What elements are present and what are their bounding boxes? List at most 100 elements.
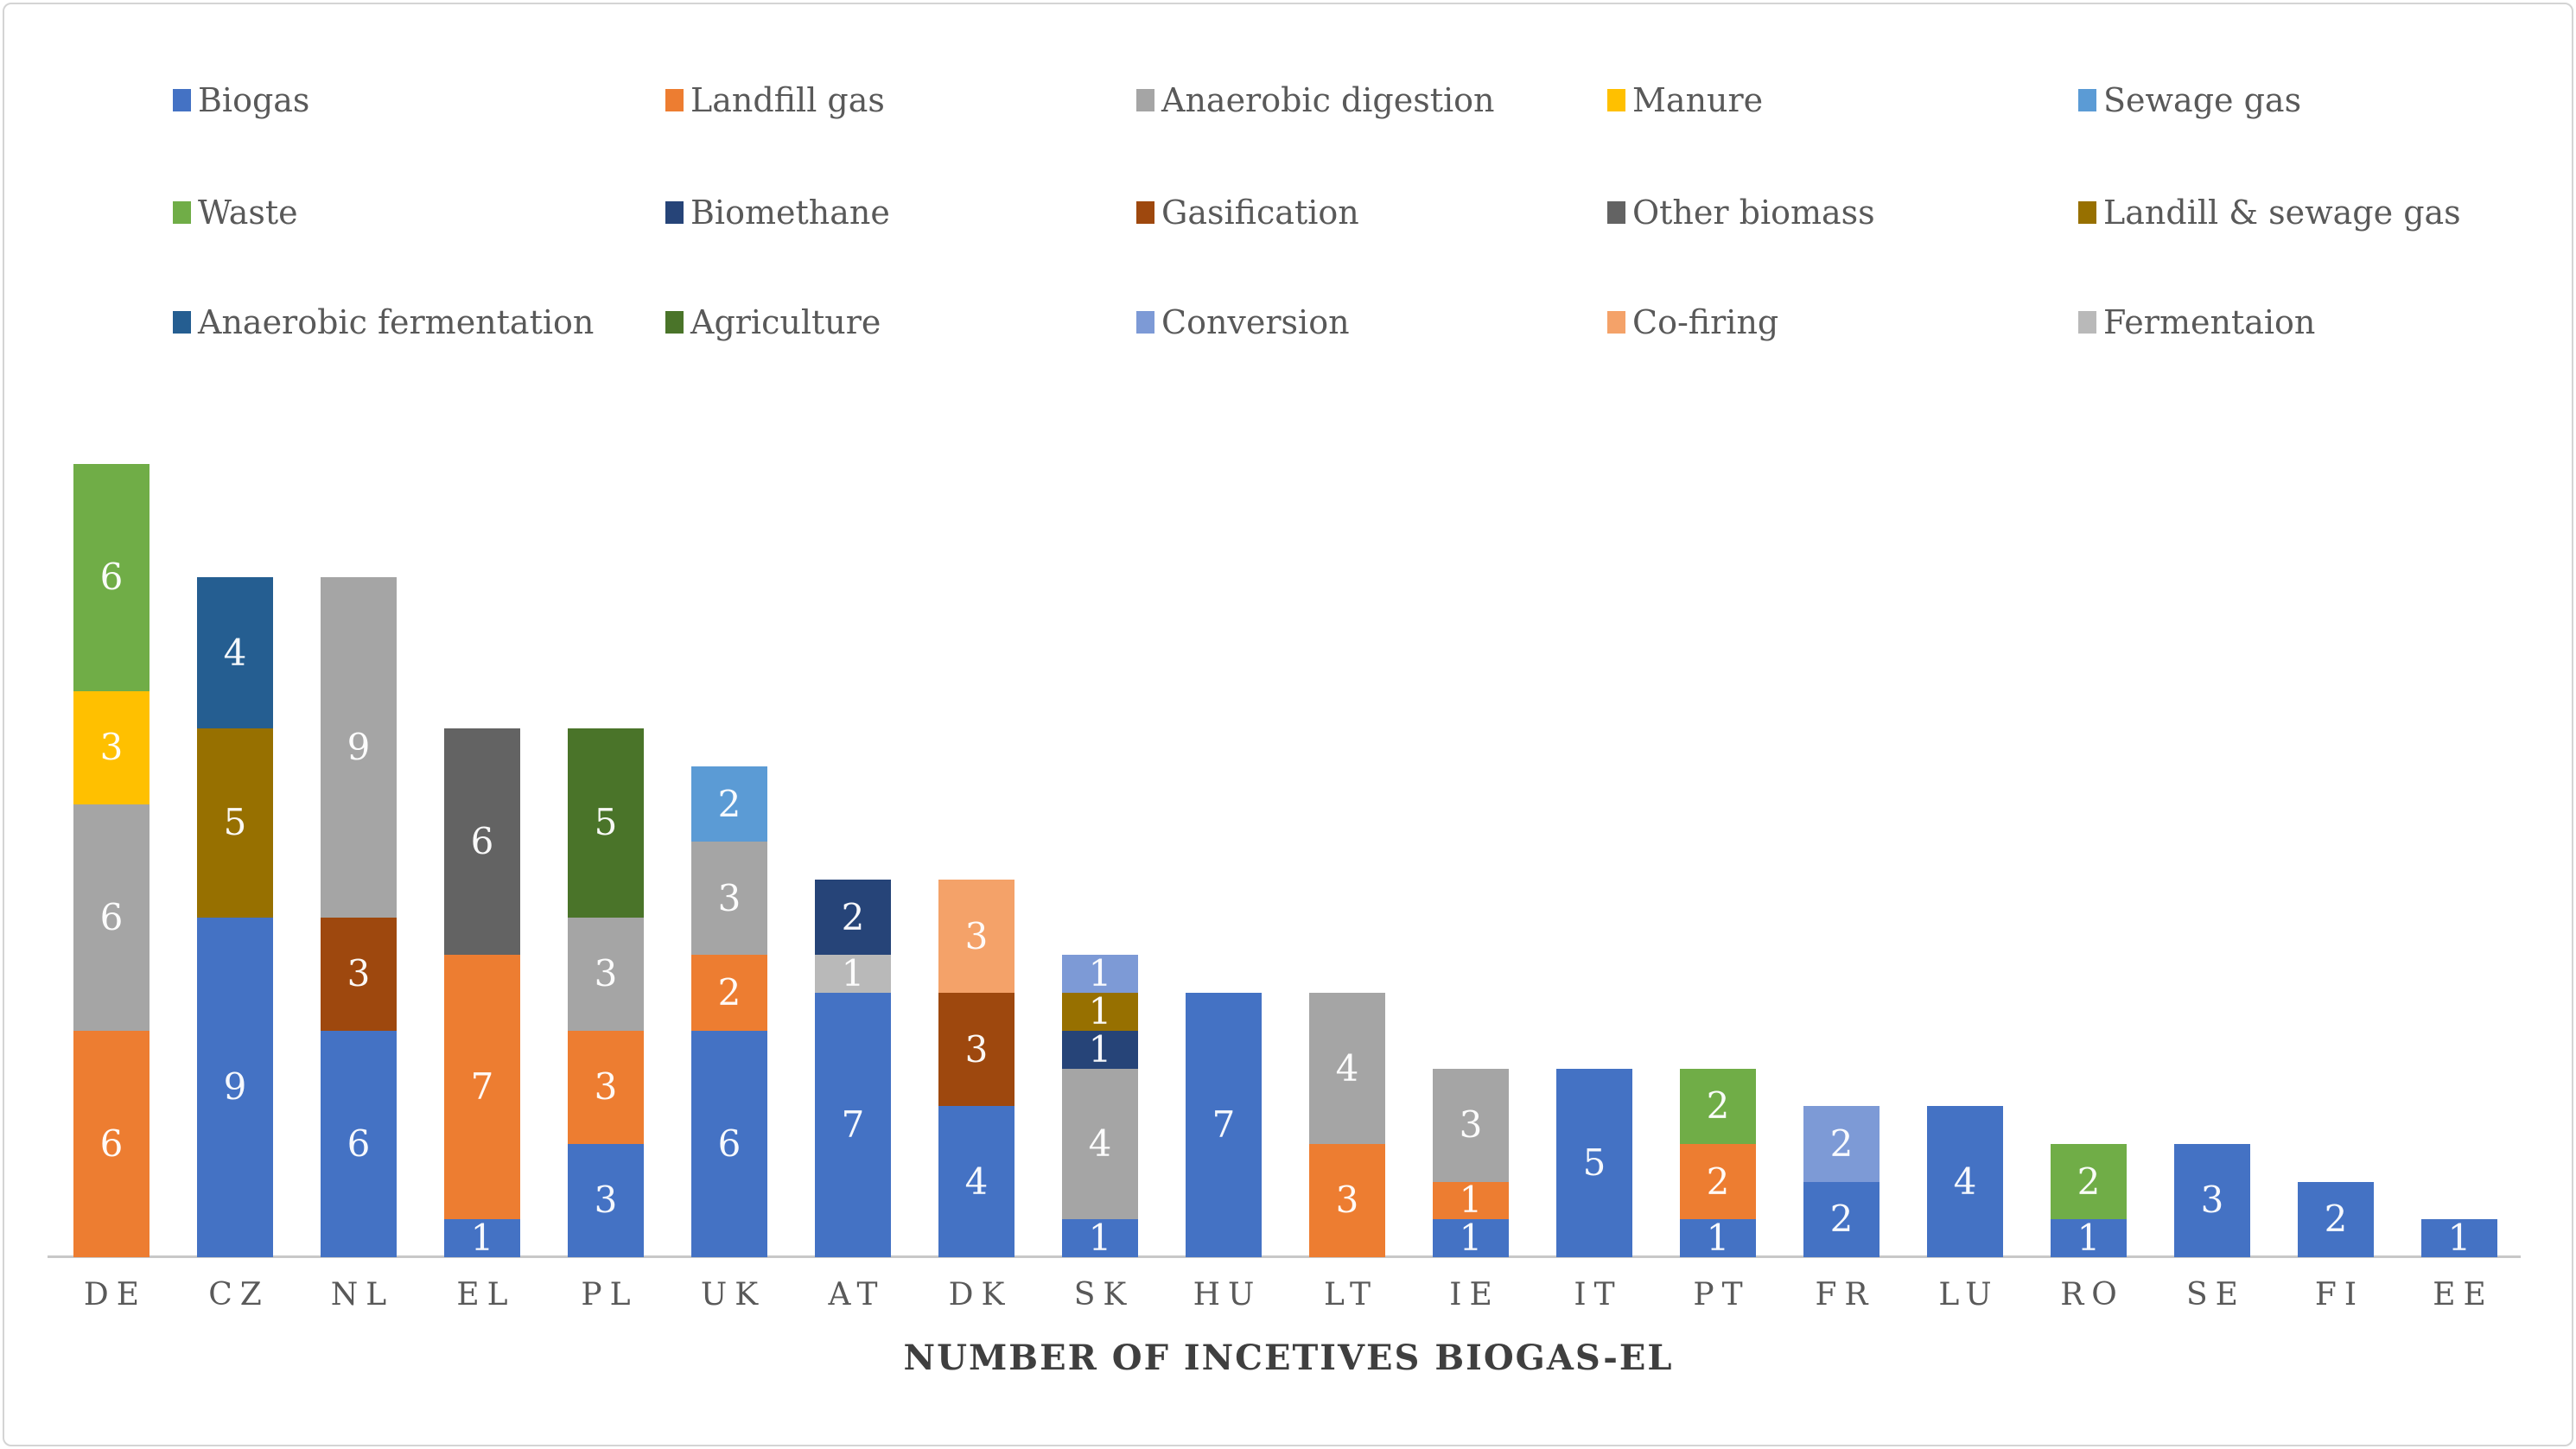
bar-PL: 3 3 3 5 xyxy=(568,728,644,1257)
x-axis-line xyxy=(48,1255,2521,1258)
bar-segment-EL-landfill-gas: 7 xyxy=(444,955,520,1220)
bar-segment-PL-landfill-gas: 3 xyxy=(568,1030,644,1144)
legend-item-anaerobic-digestion: Anaerobic digestion xyxy=(1136,79,1495,121)
bar-segment-AT-biogas: 7 xyxy=(815,993,891,1257)
bar-segment-EL-other-biomass: 6 xyxy=(444,728,520,956)
bar-segment-SE-biogas: 3 xyxy=(2174,1143,2250,1257)
bar-segment-LT-anaerobic-digestion: 4 xyxy=(1309,993,1385,1144)
x-tick-EE: EE xyxy=(2433,1277,2494,1312)
bar-segment-SK-landill-sewage-gas: 1 xyxy=(1062,993,1138,1031)
bar-segment-UK-biogas: 6 xyxy=(691,1030,767,1257)
segment-value-label: 3 xyxy=(347,952,371,995)
segment-value-label: 3 xyxy=(964,914,989,957)
legend-label: Other biomass xyxy=(1632,194,1875,232)
segment-value-label: 1 xyxy=(1706,1217,1730,1260)
segment-value-label: 4 xyxy=(964,1160,989,1203)
legend-item-biomethane: Biomethane xyxy=(665,192,890,233)
segment-value-label: 1 xyxy=(1088,1027,1112,1071)
segment-value-label: 2 xyxy=(1829,1198,1854,1241)
bar-segment-DK-gasification: 3 xyxy=(938,993,1014,1107)
bar-segment-LU-biogas: 4 xyxy=(1927,1106,2003,1257)
segment-value-label: 3 xyxy=(717,876,741,919)
segment-value-label: 6 xyxy=(470,820,494,863)
bar-HU: 7 xyxy=(1186,993,1262,1257)
segment-value-label: 4 xyxy=(223,631,247,674)
legend-item-co-firing: Co-firing xyxy=(1607,302,1778,343)
x-tick-IT: IT xyxy=(1574,1277,1623,1312)
bar-EL: 1 7 6 xyxy=(444,728,520,1257)
bar-segment-NL-anaerobic-digestion: 9 xyxy=(321,577,397,918)
segment-value-label: 7 xyxy=(1212,1103,1236,1147)
chart-frame xyxy=(3,3,2573,1446)
bar-segment-DE-manure: 3 xyxy=(73,690,149,804)
x-tick-SE: SE xyxy=(2186,1277,2246,1312)
x-tick-HU: HU xyxy=(1193,1277,1263,1312)
x-tick-AT: AT xyxy=(828,1277,886,1312)
segment-value-label: 1 xyxy=(2447,1217,2471,1260)
bar-segment-EL-biogas: 1 xyxy=(444,1219,520,1257)
segment-value-label: 3 xyxy=(1335,1179,1359,1222)
legend-swatch-waste xyxy=(173,201,191,224)
bar-LU: 4 xyxy=(1927,1106,2003,1257)
bar-segment-FI-biogas: 2 xyxy=(2298,1181,2374,1257)
bar-segment-SK-anaerobic-digestion: 4 xyxy=(1062,1068,1138,1220)
bar-UK: 6 2 3 2 xyxy=(691,766,767,1257)
bar-segment-HU-biogas: 7 xyxy=(1186,993,1262,1257)
segment-value-label: 4 xyxy=(1335,1046,1359,1090)
legend-swatch-co-firing xyxy=(1607,311,1625,334)
bar-segment-IE-biogas: 1 xyxy=(1433,1219,1509,1257)
segment-value-label: 7 xyxy=(841,1103,865,1147)
segment-value-label: 4 xyxy=(1088,1122,1112,1165)
segment-value-label: 3 xyxy=(594,1065,618,1109)
bar-segment-DE-landfill-gas: 6 xyxy=(73,1030,149,1257)
bar-NL: 6 3 9 xyxy=(321,577,397,1257)
x-tick-SK: SK xyxy=(1073,1277,1135,1312)
legend-label: Manure xyxy=(1632,81,1764,119)
bar-segment-IT-biogas: 5 xyxy=(1556,1068,1632,1257)
x-tick-FR: FR xyxy=(1815,1277,1876,1312)
segment-value-label: 1 xyxy=(470,1217,494,1260)
legend-label: Agriculture xyxy=(690,303,881,341)
legend-swatch-manure xyxy=(1607,89,1625,111)
legend-label: Sewage gas xyxy=(2103,81,2302,119)
segment-value-label: 5 xyxy=(594,801,618,844)
bar-FI: 2 xyxy=(2298,1181,2374,1257)
segment-value-label: 1 xyxy=(1459,1217,1483,1260)
legend-swatch-other-biomass xyxy=(1607,201,1625,224)
segment-value-label: 3 xyxy=(99,726,124,769)
legend-item-gasification: Gasification xyxy=(1136,192,1359,233)
bar-segment-DE-anaerobic-digestion: 6 xyxy=(73,804,149,1031)
bar-segment-RO-biogas: 1 xyxy=(2051,1219,2127,1257)
x-tick-RO: RO xyxy=(2060,1277,2125,1312)
bar-EE: 1 xyxy=(2421,1219,2497,1257)
segment-value-label: 7 xyxy=(470,1065,494,1109)
segment-value-label: 6 xyxy=(717,1122,741,1165)
legend-swatch-anaerobic-fermentation xyxy=(173,311,191,334)
bar-segment-SK-biogas: 1 xyxy=(1062,1219,1138,1257)
segment-value-label: 9 xyxy=(347,726,371,769)
x-axis-title: NUMBER OF INCETIVES BIOGAS-EL xyxy=(903,1338,1674,1378)
bar-segment-DE-waste: 6 xyxy=(73,464,149,691)
segment-value-label: 1 xyxy=(1459,1179,1483,1222)
segment-value-label: 3 xyxy=(964,1027,989,1071)
bar-DK: 4 3 3 xyxy=(938,880,1014,1257)
segment-value-label: 2 xyxy=(2077,1160,2101,1203)
legend-swatch-anaerobic-digestion xyxy=(1136,89,1154,111)
x-tick-IE: IE xyxy=(1449,1277,1500,1312)
bar-segment-EE-biogas: 1 xyxy=(2421,1219,2497,1257)
bar-segment-LT-landfill-gas: 3 xyxy=(1309,1143,1385,1257)
legend-swatch-conversion xyxy=(1136,311,1154,334)
bar-segment-AT-fermentaion: 1 xyxy=(815,955,891,994)
bar-segment-RO-waste: 2 xyxy=(2051,1143,2127,1220)
bar-segment-PL-agriculture: 5 xyxy=(568,728,644,918)
segment-value-label: 5 xyxy=(1582,1141,1606,1184)
legend-label: Anaerobic fermentation xyxy=(198,303,595,341)
segment-value-label: 3 xyxy=(1459,1103,1483,1147)
legend-label: Anaerobic digestion xyxy=(1161,81,1495,119)
bar-segment-PL-biogas: 3 xyxy=(568,1143,644,1257)
bar-segment-CZ-anaerobic-fermentation: 4 xyxy=(197,577,273,729)
legend-item-manure: Manure xyxy=(1607,79,1763,121)
